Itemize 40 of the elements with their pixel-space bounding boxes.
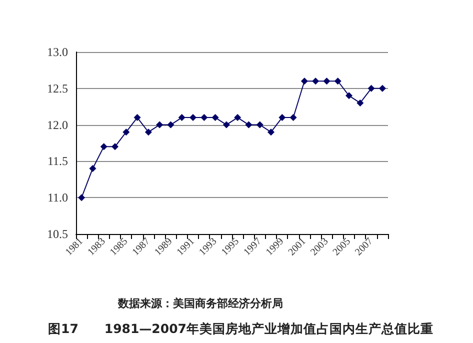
- x-tick-label: 1991: [174, 236, 197, 258]
- y-tick-label: 12.5: [47, 81, 68, 96]
- point: [200, 114, 208, 122]
- source-note: 数据来源：美国商务部经济分析局: [117, 297, 283, 310]
- y-tick-label: 12.0: [47, 118, 68, 132]
- x-tick-label: 1989: [152, 236, 175, 258]
- y-tick-label: 13.0: [47, 45, 68, 59]
- point: [323, 78, 330, 85]
- point: [222, 121, 230, 128]
- point: [234, 114, 242, 122]
- point: [378, 84, 386, 92]
- point: [134, 114, 141, 122]
- point: [278, 114, 286, 122]
- point: [190, 114, 196, 122]
- y-tick-label: 11.5: [47, 154, 68, 168]
- point: [256, 121, 264, 128]
- point: [112, 143, 118, 150]
- point: [334, 78, 342, 85]
- x-tick-label: 2001: [286, 236, 308, 258]
- text: 图17 1981—2007年美国房地产业增加值占国内生产总值比重: [48, 321, 434, 336]
- point: [89, 164, 96, 172]
- point: [100, 143, 108, 150]
- point: [144, 128, 152, 136]
- point: [178, 114, 186, 122]
- point: [268, 128, 274, 136]
- point: [245, 121, 252, 128]
- point: [346, 92, 352, 100]
- point: [356, 99, 364, 106]
- point: [300, 78, 308, 85]
- point: [368, 84, 375, 92]
- point: [312, 78, 320, 85]
- point: [212, 114, 219, 122]
- point: [156, 121, 164, 128]
- y-tick-label: 11.0: [47, 190, 68, 205]
- point: [122, 128, 130, 136]
- y-tick-label: 10.5: [47, 227, 68, 241]
- point: [167, 121, 174, 128]
- point: [290, 114, 297, 122]
- point: [78, 194, 86, 202]
- x-tick-label: 1993: [197, 236, 220, 258]
